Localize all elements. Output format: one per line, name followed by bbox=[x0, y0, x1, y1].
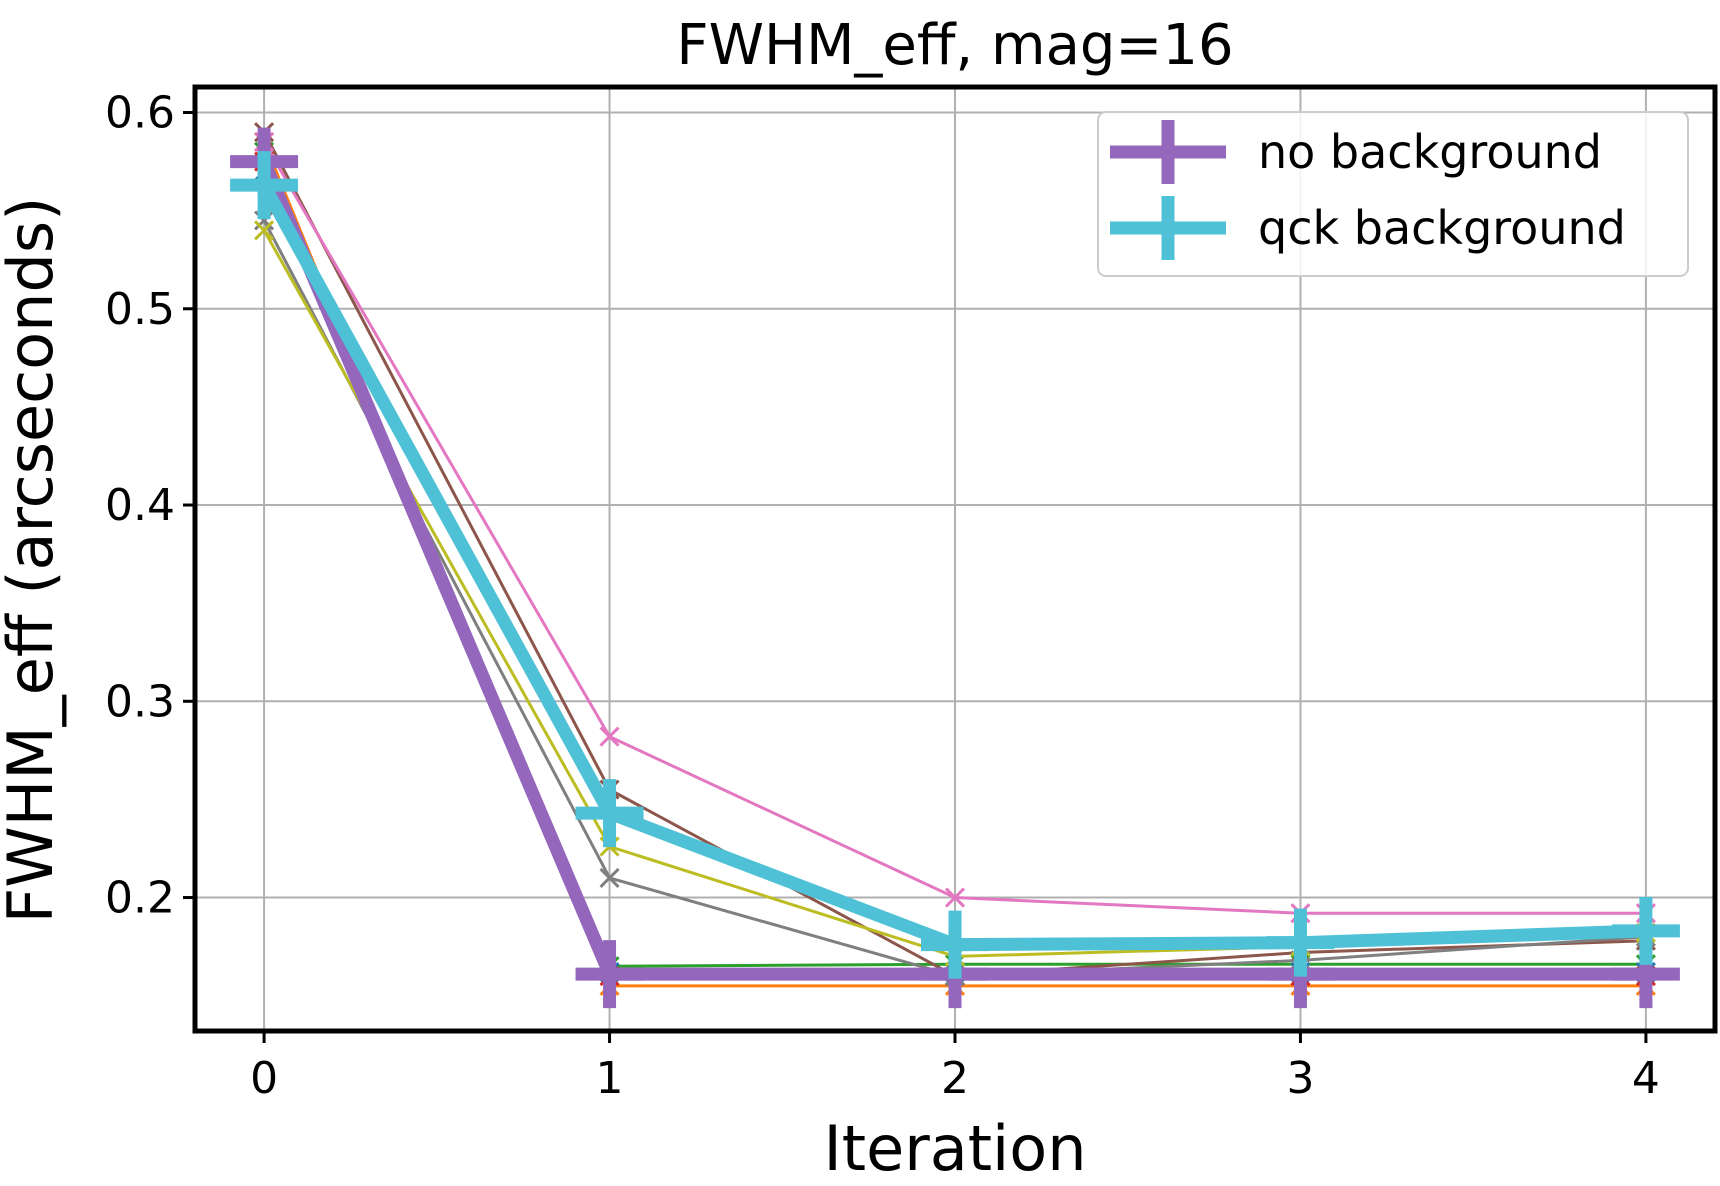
data-point bbox=[599, 726, 620, 747]
x-tick-label: 4 bbox=[1632, 1053, 1660, 1104]
y-tick-label: 0.2 bbox=[105, 873, 175, 924]
legend: no background qck background bbox=[1097, 111, 1689, 277]
y-tick-label: 0.6 bbox=[105, 88, 175, 139]
x-axis-label: Iteration bbox=[824, 1112, 1087, 1185]
data-point bbox=[1266, 908, 1335, 977]
legend-marker bbox=[1132, 120, 1204, 184]
axis-ticks: 0 1 2 3 4 0.2 0.3 0.4 0.5 0.6 bbox=[105, 88, 1660, 1104]
data-point bbox=[599, 867, 620, 888]
x-tick-label: 3 bbox=[1286, 1053, 1314, 1104]
data-point bbox=[575, 779, 644, 848]
series-layer bbox=[230, 122, 1680, 1009]
y-axis-label: FWHM_eff (arcseconds) bbox=[0, 197, 67, 924]
legend-box bbox=[1097, 111, 1689, 277]
data-point bbox=[944, 887, 966, 908]
data-point bbox=[254, 220, 275, 241]
x-tick-label: 2 bbox=[941, 1053, 969, 1104]
data-point bbox=[575, 940, 644, 1009]
y-tick-label: 0.5 bbox=[105, 284, 175, 335]
series-9 bbox=[230, 151, 1680, 979]
data-point bbox=[230, 151, 299, 220]
y-tick-label: 0.3 bbox=[105, 676, 175, 727]
legend-marker bbox=[1132, 196, 1204, 260]
x-tick-label: 1 bbox=[596, 1053, 624, 1104]
data-point bbox=[921, 910, 989, 979]
y-tick-label: 0.4 bbox=[105, 480, 175, 531]
chart-title: FWHM_eff, mag=16 bbox=[676, 13, 1233, 78]
x-tick-label: 0 bbox=[250, 1053, 278, 1104]
legend-item: no background bbox=[1110, 120, 1602, 184]
legend-label: no background bbox=[1258, 125, 1602, 179]
legend-label: qck background bbox=[1258, 201, 1626, 255]
data-point bbox=[1611, 896, 1680, 965]
legend-item: qck background bbox=[1110, 196, 1626, 260]
